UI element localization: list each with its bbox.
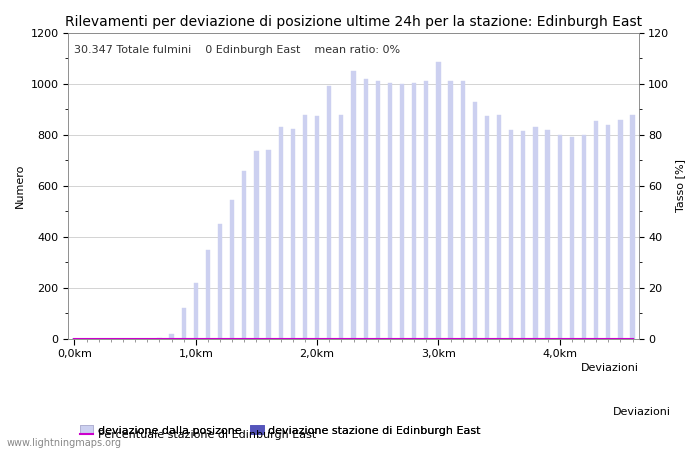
Bar <box>206 250 210 339</box>
Legend: Percentuale stazione di Edinburgh East: Percentuale stazione di Edinburgh East <box>76 425 321 445</box>
Bar <box>545 130 550 339</box>
Percentuale stazione di Edinburgh East <box>374 336 382 342</box>
Percentuale stazione di Edinburgh East <box>313 336 321 342</box>
Bar <box>461 81 465 339</box>
Percentuale stazione di Edinburgh East <box>337 336 346 342</box>
Bar <box>436 62 440 339</box>
Percentuale stazione di Edinburgh East <box>410 336 419 342</box>
Percentuale stazione di Edinburgh East <box>543 336 552 342</box>
Percentuale stazione di Edinburgh East <box>361 336 370 342</box>
Percentuale stazione di Edinburgh East <box>216 336 224 342</box>
Percentuale stazione di Edinburgh East <box>155 336 164 342</box>
Percentuale stazione di Edinburgh East <box>228 336 237 342</box>
Bar <box>181 308 186 339</box>
Percentuale stazione di Edinburgh East <box>629 336 637 342</box>
Percentuale stazione di Edinburgh East <box>447 336 455 342</box>
Bar <box>400 84 404 339</box>
Text: www.lightningmaps.org: www.lightningmaps.org <box>7 438 122 448</box>
Bar <box>279 127 283 339</box>
Percentuale stazione di Edinburgh East <box>252 336 260 342</box>
Percentuale stazione di Edinburgh East <box>106 336 115 342</box>
Bar <box>449 81 453 339</box>
Bar <box>582 135 586 339</box>
Percentuale stazione di Edinburgh East <box>386 336 394 342</box>
Bar <box>618 120 622 339</box>
Percentuale stazione di Edinburgh East <box>325 336 333 342</box>
Percentuale stazione di Edinburgh East <box>458 336 467 342</box>
Percentuale stazione di Edinburgh East <box>265 336 273 342</box>
Percentuale stazione di Edinburgh East <box>556 336 564 342</box>
Bar <box>327 86 331 339</box>
Percentuale stazione di Edinburgh East <box>301 336 309 342</box>
Bar <box>254 152 258 339</box>
Bar <box>267 150 271 339</box>
Percentuale stazione di Edinburgh East <box>422 336 430 342</box>
Bar <box>363 79 368 339</box>
Bar <box>340 114 344 339</box>
Percentuale stazione di Edinburgh East <box>179 336 188 342</box>
Bar <box>594 121 598 339</box>
Percentuale stazione di Edinburgh East <box>398 336 406 342</box>
Bar <box>242 171 246 339</box>
Bar <box>424 81 428 339</box>
Percentuale stazione di Edinburgh East <box>568 336 576 342</box>
Percentuale stazione di Edinburgh East <box>276 336 285 342</box>
Bar <box>169 334 174 339</box>
Bar <box>388 83 392 339</box>
Bar <box>522 131 526 339</box>
Percentuale stazione di Edinburgh East <box>483 336 491 342</box>
Bar <box>303 114 307 339</box>
Percentuale stazione di Edinburgh East <box>192 336 200 342</box>
Percentuale stazione di Edinburgh East <box>507 336 515 342</box>
Text: 30.347 Totale fulmini    0 Edinburgh East    mean ratio: 0%: 30.347 Totale fulmini 0 Edinburgh East m… <box>74 45 400 55</box>
Bar <box>230 200 235 339</box>
Percentuale stazione di Edinburgh East <box>531 336 540 342</box>
Percentuale stazione di Edinburgh East <box>604 336 612 342</box>
Bar <box>533 127 538 339</box>
Title: Rilevamenti per deviazione di posizione ultime 24h per la stazione: Edinburgh Ea: Rilevamenti per deviazione di posizione … <box>65 15 642 29</box>
Bar <box>570 137 574 339</box>
Percentuale stazione di Edinburgh East <box>616 336 624 342</box>
Percentuale stazione di Edinburgh East <box>167 336 176 342</box>
Y-axis label: Numero: Numero <box>15 164 25 208</box>
Bar <box>315 116 319 339</box>
Bar <box>218 224 222 339</box>
Text: Deviazioni: Deviazioni <box>580 363 638 373</box>
Legend: deviazione dalla posizone, deviazione stazione di Edinburgh East: deviazione dalla posizone, deviazione st… <box>76 421 485 440</box>
Bar <box>158 338 162 339</box>
Bar <box>290 129 295 339</box>
Bar <box>473 102 477 339</box>
Percentuale stazione di Edinburgh East <box>519 336 528 342</box>
Bar <box>631 114 635 339</box>
Bar <box>558 135 562 339</box>
Bar <box>606 125 610 339</box>
Percentuale stazione di Edinburgh East <box>240 336 248 342</box>
Bar <box>412 83 416 339</box>
Percentuale stazione di Edinburgh East <box>434 336 442 342</box>
Bar <box>194 283 198 339</box>
Bar <box>509 130 513 339</box>
Percentuale stazione di Edinburgh East <box>470 336 479 342</box>
Percentuale stazione di Edinburgh East <box>119 336 127 342</box>
Percentuale stazione di Edinburgh East <box>288 336 297 342</box>
Y-axis label: Tasso [%]: Tasso [%] <box>675 159 685 212</box>
Bar <box>497 114 501 339</box>
Percentuale stazione di Edinburgh East <box>580 336 588 342</box>
Percentuale stazione di Edinburgh East <box>131 336 139 342</box>
Percentuale stazione di Edinburgh East <box>204 336 212 342</box>
Percentuale stazione di Edinburgh East <box>70 336 78 342</box>
Bar <box>351 71 356 339</box>
Bar <box>485 116 489 339</box>
Percentuale stazione di Edinburgh East <box>592 336 601 342</box>
Percentuale stazione di Edinburgh East <box>83 336 91 342</box>
Percentuale stazione di Edinburgh East <box>349 336 358 342</box>
Percentuale stazione di Edinburgh East <box>143 336 151 342</box>
Percentuale stazione di Edinburgh East <box>495 336 503 342</box>
Percentuale stazione di Edinburgh East <box>94 336 103 342</box>
Text: Deviazioni: Deviazioni <box>612 407 671 417</box>
Bar <box>376 81 380 339</box>
